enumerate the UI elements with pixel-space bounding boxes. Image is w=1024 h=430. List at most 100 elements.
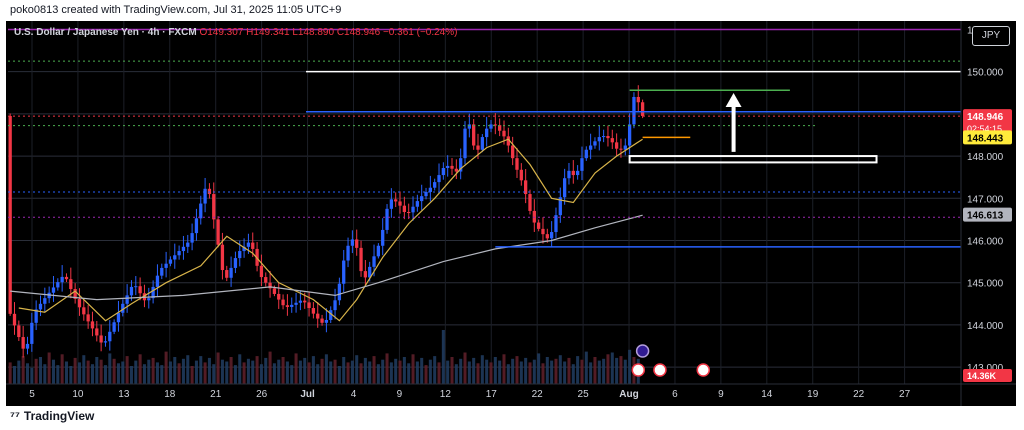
candle-body	[51, 287, 56, 293]
volume-bar	[90, 364, 94, 384]
volume-bar	[38, 357, 43, 384]
candle-body	[12, 313, 17, 326]
volume-bar	[407, 363, 411, 384]
x-tick-label: 26	[256, 389, 268, 400]
volume-bar	[60, 354, 64, 384]
volume-bar	[628, 349, 632, 384]
ma-price-label: 146.613	[967, 211, 1004, 222]
volume-bar	[316, 364, 320, 384]
high-value: H149.341	[246, 27, 290, 38]
zone-rectangle[interactable]	[628, 155, 878, 164]
candle-body	[112, 322, 116, 332]
candle-body	[60, 276, 64, 283]
candle-body	[333, 300, 337, 311]
volume-bar	[420, 357, 424, 384]
volume-bar	[389, 362, 393, 384]
symbol-name[interactable]: U.S. Dollar / Japanese Yen · 4h · FXCM	[14, 27, 197, 38]
volume-bar	[563, 361, 567, 384]
candle-body	[532, 210, 536, 223]
volume-bar	[17, 360, 21, 384]
candle-body	[350, 239, 355, 246]
volume-bar	[511, 358, 515, 384]
volume-bar	[86, 360, 90, 384]
candle-body	[264, 277, 268, 283]
tradingview-logo-icon: ⁷⁷	[10, 409, 20, 423]
volume-bar	[454, 364, 458, 384]
volume-bar	[463, 352, 467, 384]
candle-body	[99, 335, 103, 343]
candle-body	[433, 182, 437, 188]
us-flag-icon[interactable]	[653, 363, 667, 377]
candle-body	[298, 300, 303, 303]
volume-bar	[385, 353, 389, 384]
volume-bar	[411, 354, 415, 384]
candle-body	[229, 267, 233, 278]
candle-body	[181, 246, 186, 252]
volume-bar	[277, 359, 281, 384]
candle-body	[584, 149, 588, 159]
volume-bar	[216, 352, 220, 384]
candle-body	[155, 275, 160, 287]
volume-bar	[246, 358, 250, 384]
volume-bar	[108, 353, 112, 384]
candle-body	[601, 136, 606, 138]
volume-bar	[606, 354, 610, 384]
volume-bar	[459, 358, 463, 384]
chart-panel[interactable]: 151.000150.000149.000148.000147.000146.0…	[6, 21, 1016, 406]
candle-body	[606, 136, 610, 139]
up-arrow-icon[interactable]	[725, 92, 742, 107]
volume-bar	[528, 362, 532, 384]
volume-bar	[545, 357, 549, 384]
chart-header-text: poko0813 created with TradingView.com, J…	[10, 4, 342, 16]
candle-body	[34, 309, 38, 323]
candle-body	[632, 96, 636, 125]
x-tick-label: 17	[486, 389, 498, 400]
volume-bar	[506, 364, 510, 384]
us-flag-icon[interactable]	[696, 363, 711, 377]
candle-body	[294, 302, 298, 305]
volume-bar	[272, 363, 276, 384]
volume-bar	[233, 365, 237, 384]
volume-bar	[610, 352, 614, 384]
volume-bar	[307, 362, 311, 384]
event-icon[interactable]	[631, 363, 646, 377]
volume-bar	[368, 361, 372, 384]
candle-body	[398, 201, 402, 206]
volume-bar	[320, 358, 324, 384]
candle-body	[285, 305, 290, 307]
candle-body	[580, 158, 584, 171]
candle-body	[571, 170, 575, 176]
candle-body	[363, 271, 368, 278]
open-value: O149.307	[199, 27, 244, 38]
currency-button[interactable]: JPY	[972, 26, 1010, 46]
low-value: L148.890	[292, 27, 335, 38]
y-tick-label: 144.000	[967, 321, 1004, 332]
volume-bar	[21, 356, 25, 384]
x-tick-label: 10	[72, 389, 84, 400]
candle-body	[64, 276, 69, 280]
candle-body	[411, 206, 415, 213]
candle-body	[337, 283, 342, 301]
candle-body	[225, 270, 229, 278]
volume-bar	[415, 361, 419, 384]
volume-bar	[142, 364, 146, 384]
candle-body	[216, 219, 220, 245]
candle-body	[194, 218, 199, 234]
lightning-icon[interactable]	[635, 344, 650, 358]
candle-body	[17, 325, 21, 338]
candle-body	[389, 199, 394, 209]
candle-body	[610, 138, 614, 143]
x-tick-label: 6	[672, 389, 678, 400]
candle-body	[537, 222, 541, 229]
volume-bar	[554, 358, 558, 384]
candle-body	[485, 128, 489, 138]
price-chart[interactable]: 151.000150.000149.000148.000147.000146.0…	[6, 21, 1016, 406]
volume-bar	[480, 355, 484, 384]
volume-bar	[116, 363, 120, 384]
candle-body	[90, 321, 95, 329]
candle-body	[480, 137, 484, 150]
volume-bar	[303, 357, 307, 384]
level-price-label: 148.443	[967, 133, 1004, 144]
x-tick-label: 5	[29, 389, 35, 400]
volume-bar	[580, 359, 584, 384]
